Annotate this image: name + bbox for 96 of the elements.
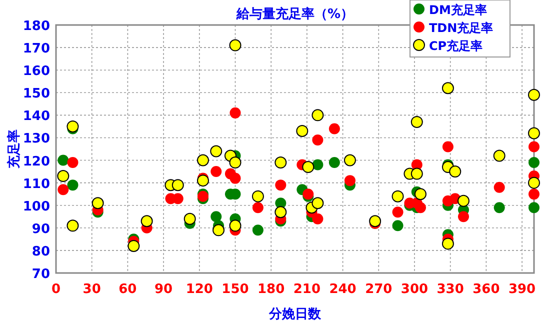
point [457,194,470,207]
y-tick-label: 120 [22,154,50,170]
point [210,145,222,158]
point [392,220,404,232]
point [296,124,308,137]
point [344,175,356,186]
point [210,166,222,178]
point [442,82,454,94]
point [196,154,209,166]
point [328,123,340,134]
point [210,211,222,222]
x-tick-label: 150 [222,282,249,297]
point [312,109,324,122]
y-tick-label: 70 [32,267,50,282]
point [312,197,324,210]
y-tick-label: 170 [22,42,50,57]
x-tick-label: 120 [186,282,213,297]
point [66,220,79,232]
point [493,150,506,162]
y-tick-label: 90 [32,222,50,237]
point [229,156,242,169]
point [414,188,426,200]
point [275,180,286,191]
point [172,179,184,192]
point [528,202,540,214]
point [392,190,404,202]
point [414,202,426,214]
point [57,170,70,182]
point [312,159,324,170]
x-tick-label: 300 [400,282,428,297]
point [528,88,540,101]
x-axis-title: 分娩日数 [268,307,322,322]
point [274,156,287,169]
point [328,157,340,168]
x-tick-label: 390 [508,282,536,297]
y-tick-label: 80 [32,244,50,260]
x-tick-label: 180 [258,282,285,297]
y-tick-label: 140 [22,109,50,124]
legend-label: TDN充足率 [429,21,494,35]
point [252,190,264,202]
point [66,120,79,132]
point [369,215,382,228]
x-tick-label: 90 [154,282,173,297]
point [58,184,69,196]
x-tick-label: 270 [365,282,392,297]
point [312,134,324,146]
y-tick-label: 150 [22,86,50,102]
point [392,206,404,218]
point [252,224,264,236]
y-tick-label: 100 [22,199,50,214]
point [92,197,104,210]
point [442,141,454,152]
point [528,141,540,152]
point [229,220,242,232]
point [212,224,225,236]
point [230,172,241,184]
point [229,39,242,52]
point [410,116,423,128]
legend-label: DM充足率 [429,3,487,17]
point [140,215,153,228]
point [196,174,209,187]
point [230,107,241,118]
y-tick-label: 110 [22,176,50,192]
point [442,238,454,250]
point [458,211,469,222]
x-tick-label: 30 [82,282,101,297]
point [302,161,314,174]
x-tick-label: 210 [293,282,321,297]
point [410,168,423,180]
x-tick-label: 330 [436,282,464,297]
y-axis-title: 充足率 [6,130,22,170]
point [528,188,540,200]
point [528,157,540,168]
point [128,240,140,252]
point [274,206,287,218]
y-tick-label: 130 [22,132,50,147]
point [312,213,324,224]
x-tick-label: 60 [118,282,137,297]
point [528,127,540,140]
x-tick-label: 0 [51,282,61,297]
point [344,154,356,166]
point [494,202,505,214]
point [449,166,462,178]
y-tick-label: 160 [22,64,50,80]
point [67,180,78,191]
chart-title: 給与量充足率（%） [235,6,354,22]
point [494,182,505,193]
point [184,212,196,225]
x-tick-label: 360 [472,282,500,297]
point [58,154,69,166]
point [252,202,264,214]
legend-label: CP充足率 [429,39,483,53]
point [67,157,78,168]
point [528,176,540,189]
y-tick-label: 180 [22,19,50,34]
x-tick-label: 240 [329,282,356,297]
